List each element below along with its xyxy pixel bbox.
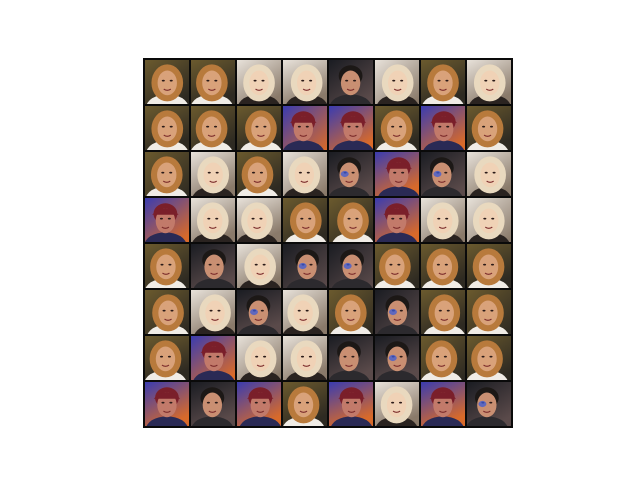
face-thumbnail-blonde-woman: [191, 106, 235, 150]
face-thumbnail-cap-person: [375, 152, 419, 196]
face-thumbnail-blonde-woman: [421, 336, 465, 380]
image-grid-frame: [143, 58, 513, 428]
face-thumbnail-blonde-woman: [145, 336, 189, 380]
face-thumbnail-dark-man: [375, 336, 419, 380]
face-thumbnail-dark-man: [283, 244, 327, 288]
face-thumbnail-dark-man: [421, 152, 465, 196]
face-thumbnail-cap-person: [329, 106, 373, 150]
generated-face-grid: [145, 60, 511, 426]
face-thumbnail-pale-blonde: [237, 198, 281, 242]
face-thumbnail-cap-person: [283, 106, 327, 150]
face-thumbnail-blonde-woman: [467, 290, 511, 334]
face-thumbnail-blonde-woman: [283, 382, 327, 426]
face-thumbnail-cap-person: [375, 198, 419, 242]
face-thumbnail-blonde-woman: [145, 152, 189, 196]
face-thumbnail-blonde-woman: [421, 244, 465, 288]
face-thumbnail-dark-man: [191, 382, 235, 426]
face-thumbnail-dark-man: [237, 290, 281, 334]
face-thumbnail-blonde-woman: [145, 244, 189, 288]
face-thumbnail-pale-blonde: [191, 152, 235, 196]
face-thumbnail-blonde-woman: [145, 290, 189, 334]
face-thumbnail-pale-blonde: [421, 198, 465, 242]
face-thumbnail-dark-man: [329, 152, 373, 196]
face-thumbnail-pale-blonde: [237, 60, 281, 104]
face-thumbnail-pale-blonde: [467, 60, 511, 104]
face-thumbnail-blonde-woman: [283, 198, 327, 242]
face-thumbnail-pale-blonde: [191, 198, 235, 242]
face-thumbnail-cap-person: [145, 198, 189, 242]
face-thumbnail-blonde-woman: [191, 60, 235, 104]
face-thumbnail-dark-man: [467, 382, 511, 426]
face-thumbnail-pale-blonde: [283, 290, 327, 334]
face-thumbnail-pale-blonde: [237, 336, 281, 380]
face-thumbnail-blonde-woman: [329, 198, 373, 242]
face-thumbnail-blonde-woman: [237, 106, 281, 150]
face-thumbnail-blonde-woman: [329, 290, 373, 334]
face-thumbnail-dark-man: [329, 60, 373, 104]
face-thumbnail-pale-blonde: [237, 244, 281, 288]
face-thumbnail-pale-blonde: [375, 60, 419, 104]
face-thumbnail-blonde-woman: [375, 244, 419, 288]
face-thumbnail-pale-blonde: [283, 60, 327, 104]
face-thumbnail-blonde-woman: [145, 60, 189, 104]
face-thumbnail-dark-man: [329, 244, 373, 288]
face-thumbnail-blonde-woman: [467, 336, 511, 380]
face-thumbnail-cap-person: [145, 382, 189, 426]
face-thumbnail-pale-blonde: [191, 290, 235, 334]
face-thumbnail-cap-person: [237, 382, 281, 426]
face-thumbnail-pale-blonde: [283, 336, 327, 380]
face-thumbnail-blonde-woman: [145, 106, 189, 150]
face-thumbnail-cap-person: [421, 382, 465, 426]
face-thumbnail-blonde-woman: [421, 290, 465, 334]
face-thumbnail-blonde-woman: [421, 60, 465, 104]
face-thumbnail-dark-man: [191, 244, 235, 288]
face-thumbnail-pale-blonde: [375, 382, 419, 426]
face-thumbnail-blonde-woman: [237, 152, 281, 196]
face-thumbnail-dark-man: [329, 336, 373, 380]
face-thumbnail-pale-blonde: [467, 198, 511, 242]
face-thumbnail-cap-person: [191, 336, 235, 380]
face-thumbnail-dark-man: [375, 290, 419, 334]
face-thumbnail-blonde-woman: [467, 106, 511, 150]
face-thumbnail-blonde-woman: [375, 106, 419, 150]
face-thumbnail-pale-blonde: [283, 152, 327, 196]
face-thumbnail-cap-person: [421, 106, 465, 150]
face-thumbnail-blonde-woman: [467, 244, 511, 288]
face-thumbnail-cap-person: [329, 382, 373, 426]
face-thumbnail-pale-blonde: [467, 152, 511, 196]
